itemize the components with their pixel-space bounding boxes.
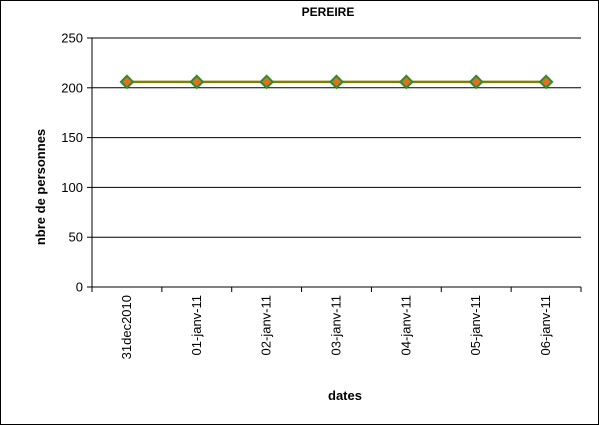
x-tick-label: 05-janv-11 [468,295,483,355]
y-tick-label: 150 [61,130,83,145]
y-tick-label: 100 [61,180,83,195]
x-tick-label: 31dec2010 [119,295,134,359]
y-axis-label: nbre de personnes [33,129,48,245]
y-tick-label: 50 [69,230,83,245]
x-tick-labels: 31dec2010 01-janv-11 02-janv-11 03-janv-11 0… [119,295,553,359]
chart-title: PEREIRE [302,5,355,19]
data-point-marker [329,74,344,90]
data-point-marker [189,74,205,90]
y-tick-label: 200 [61,80,83,95]
x-axis-label: dates [328,388,362,403]
data-point-marker [398,74,414,90]
x-tick-label: 06-janv-11 [538,295,553,355]
x-tick-label: 04-janv-11 [398,295,413,355]
data-point-marker [119,74,135,90]
x-tick-label: 01-janv-11 [189,295,204,355]
data-point-marker [538,74,554,90]
y-tick-label: 250 [61,31,83,46]
y-tick-labels: 0 50 100 150 200 250 [61,31,83,295]
data-point-marker [468,74,484,90]
series [119,74,554,90]
axes [87,37,582,292]
grid-lines [92,37,581,238]
x-tick-label: 03-janv-11 [329,295,344,355]
y-tick-label: 0 [76,280,83,295]
x-tick-label: 02-janv-11 [259,295,274,355]
data-point-marker [259,74,275,90]
